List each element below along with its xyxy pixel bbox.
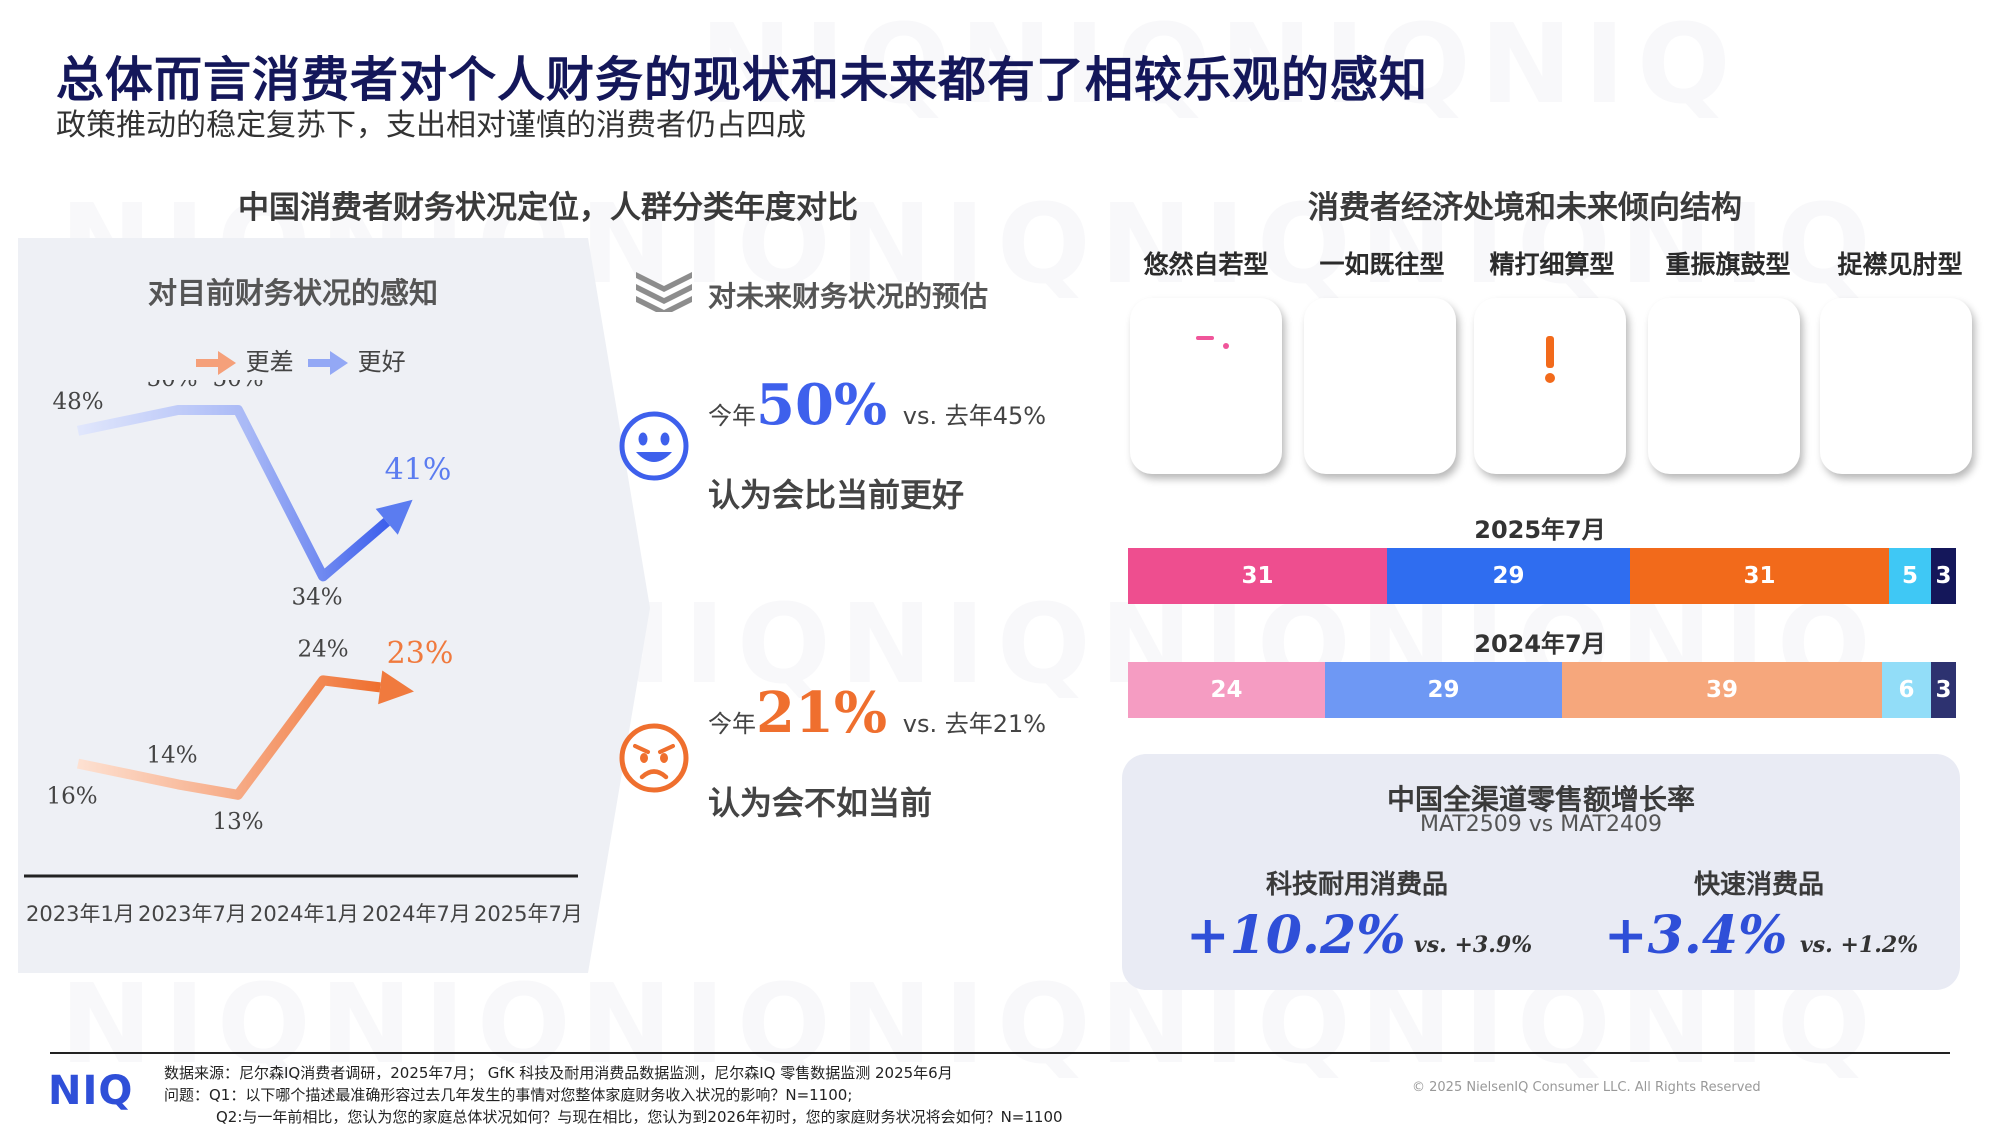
storm-cloud-icon: [1854, 320, 1938, 395]
footer-divider: [50, 1052, 1950, 1054]
label-better-1: 50%: [146, 380, 197, 392]
future-worse-value: 21%: [756, 680, 888, 746]
type-name-struggling: 捉襟见肘型: [1837, 250, 1963, 279]
footer-question-1: 问题：Q1：以下哪个描述最准确形容过去几年发生的事情对您整体家庭财务收入状况的影…: [164, 1086, 853, 1104]
retail-category-fmcg: 快速消费品: [1694, 870, 1825, 900]
future-worse-desc: 认为会不如当前: [708, 784, 933, 822]
x-label-2: 2024年1月: [250, 902, 359, 926]
layers-icon: [636, 272, 692, 312]
label-worse-2: 13%: [212, 809, 263, 835]
current-status-label: 对目前财务状况的感知: [148, 276, 439, 310]
x-label-3: 2024年7月: [362, 902, 471, 926]
bar-segment-2024-2: 39: [1562, 662, 1882, 718]
warning-icon: [1503, 309, 1597, 393]
page-subtitle: 政策推动的稳定复苏下，支出相对谨慎的消费者仍占四成: [56, 108, 806, 143]
stacked-bar-2024: 24 29 39 6 3: [1128, 662, 1956, 718]
niq-logo: NIQ: [48, 1068, 134, 1114]
footer-source: 数据来源：尼尔森IQ消费者调研，2025年7月； GfK 科技及耐用消费品数据监…: [164, 1064, 953, 1082]
future-better-vs: vs. 去年45%: [902, 402, 1047, 430]
type-card-struggling: 财务危机 生活拮据: [1820, 298, 1972, 474]
recovery-arrow-icon: [1678, 328, 1758, 375]
bar-segment-2025-0: 31: [1128, 548, 1387, 604]
bar-segment-2025-3: 5: [1889, 548, 1931, 604]
label-better-2: 50%: [212, 380, 263, 392]
bar-segment-2024-3: 6: [1882, 662, 1931, 718]
worse-arrow-icon: [196, 351, 236, 375]
line-worse: [76, 675, 381, 800]
type-card-recovering: 曾收入减少/经 历失业，重回 正轨: [1648, 298, 1800, 474]
future-better-desc: 认为会比当前更好: [708, 476, 965, 514]
label-worse-0: 16%: [46, 784, 97, 810]
retail-growth-box: [1122, 754, 1960, 990]
type-card-frugal: 财务维持 支出谨慎: [1474, 298, 1626, 474]
type-name-recovering: 重振旗鼓型: [1665, 250, 1791, 279]
legend-worse: 更差: [196, 342, 294, 377]
page-title: 总体而言消费者对个人财务的现状和未来都有了相较乐观的感知: [56, 52, 1429, 108]
label-worse-4: 23%: [387, 636, 454, 671]
equals-icon: [1332, 328, 1428, 384]
right-section-title: 消费者经济处境和未来倾向结构: [1308, 190, 1742, 226]
happy-face-icon: [619, 411, 689, 481]
retail-growth-title: 中国全渠道零售额增长率: [1386, 783, 1695, 816]
bar-segment-2024-4: 3: [1931, 662, 1956, 718]
type-card-leisurely: 储蓄增加 消费自由: [1130, 298, 1282, 474]
bar-segment-2024-0: 24: [1128, 662, 1325, 718]
copyright: © 2025 NielsenIQ Consumer LLC. All Right…: [1412, 1080, 1761, 1095]
better-arrow-icon: [308, 351, 348, 375]
stacked-bar-2025: 31 29 31 5 3: [1128, 548, 1956, 604]
retail-value-fmcg: +3.4%: [1604, 905, 1788, 966]
footer-question-2: Q2:与一年前相比，您认为您的家庭总体状况如何？与现在相比，您认为到2026年初…: [216, 1108, 1063, 1125]
label-better-0: 48%: [52, 389, 103, 415]
retail-vs-durables: vs. +3.9%: [1414, 932, 1533, 958]
label-worse-1: 14%: [146, 742, 197, 768]
line-better: [76, 405, 390, 582]
bar-segment-2024-1: 29: [1325, 662, 1562, 718]
retail-value-durables: +10.2%: [1186, 905, 1406, 966]
arrow-head-worse: [378, 670, 414, 705]
label-better-4: 41%: [385, 453, 452, 488]
bar-segment-2025-4: 3: [1931, 548, 1956, 604]
retail-category-durables: 科技耐用消费品: [1266, 870, 1449, 900]
bar-year-2025: 2025年7月: [1474, 516, 1606, 544]
retail-growth-subtitle: MAT2509 vs MAT2409: [1420, 812, 1662, 837]
current-status-line-chart: 48% 50% 50% 34% 41% 16% 14% 13% 24% 23%: [24, 380, 578, 878]
bar-segment-2025-2: 31: [1630, 548, 1889, 604]
label-better-3: 34%: [291, 584, 342, 610]
type-card-unchanged: 财务/支出 维持不变: [1304, 298, 1456, 474]
legend-better-label: 更好: [357, 348, 406, 376]
future-worse-vs: vs. 去年21%: [902, 710, 1047, 738]
x-label-0: 2023年1月: [26, 902, 135, 926]
left-section-title: 中国消费者财务状况定位，人群分类年度对比: [238, 190, 858, 226]
type-name-frugal: 精打细算型: [1489, 250, 1615, 279]
bar-year-2024: 2024年7月: [1474, 630, 1606, 658]
future-status-label: 对未来财务状况的预估: [708, 280, 989, 313]
x-label-1: 2023年7月: [138, 902, 247, 926]
label-worse-3: 24%: [297, 636, 348, 662]
type-name-leisurely: 悠然自若型: [1143, 250, 1269, 279]
future-better-value: 50%: [756, 372, 888, 438]
type-name-unchanged: 一如既往型: [1319, 250, 1445, 279]
angry-face-icon: [619, 723, 689, 793]
future-worse-stat: 今年21% vs. 去年21%: [708, 680, 1047, 746]
future-better-stat: 今年50% vs. 去年45%: [708, 372, 1047, 438]
piggy-bank-icon: [1168, 315, 1251, 392]
retail-vs-fmcg: vs. +1.2%: [1800, 932, 1919, 958]
bar-segment-2025-1: 29: [1387, 548, 1630, 604]
x-label-4: 2025年7月: [474, 902, 583, 926]
legend-worse-label: 更差: [245, 348, 294, 376]
legend-better: 更好: [308, 342, 406, 377]
arrow-head-better: [375, 499, 413, 535]
